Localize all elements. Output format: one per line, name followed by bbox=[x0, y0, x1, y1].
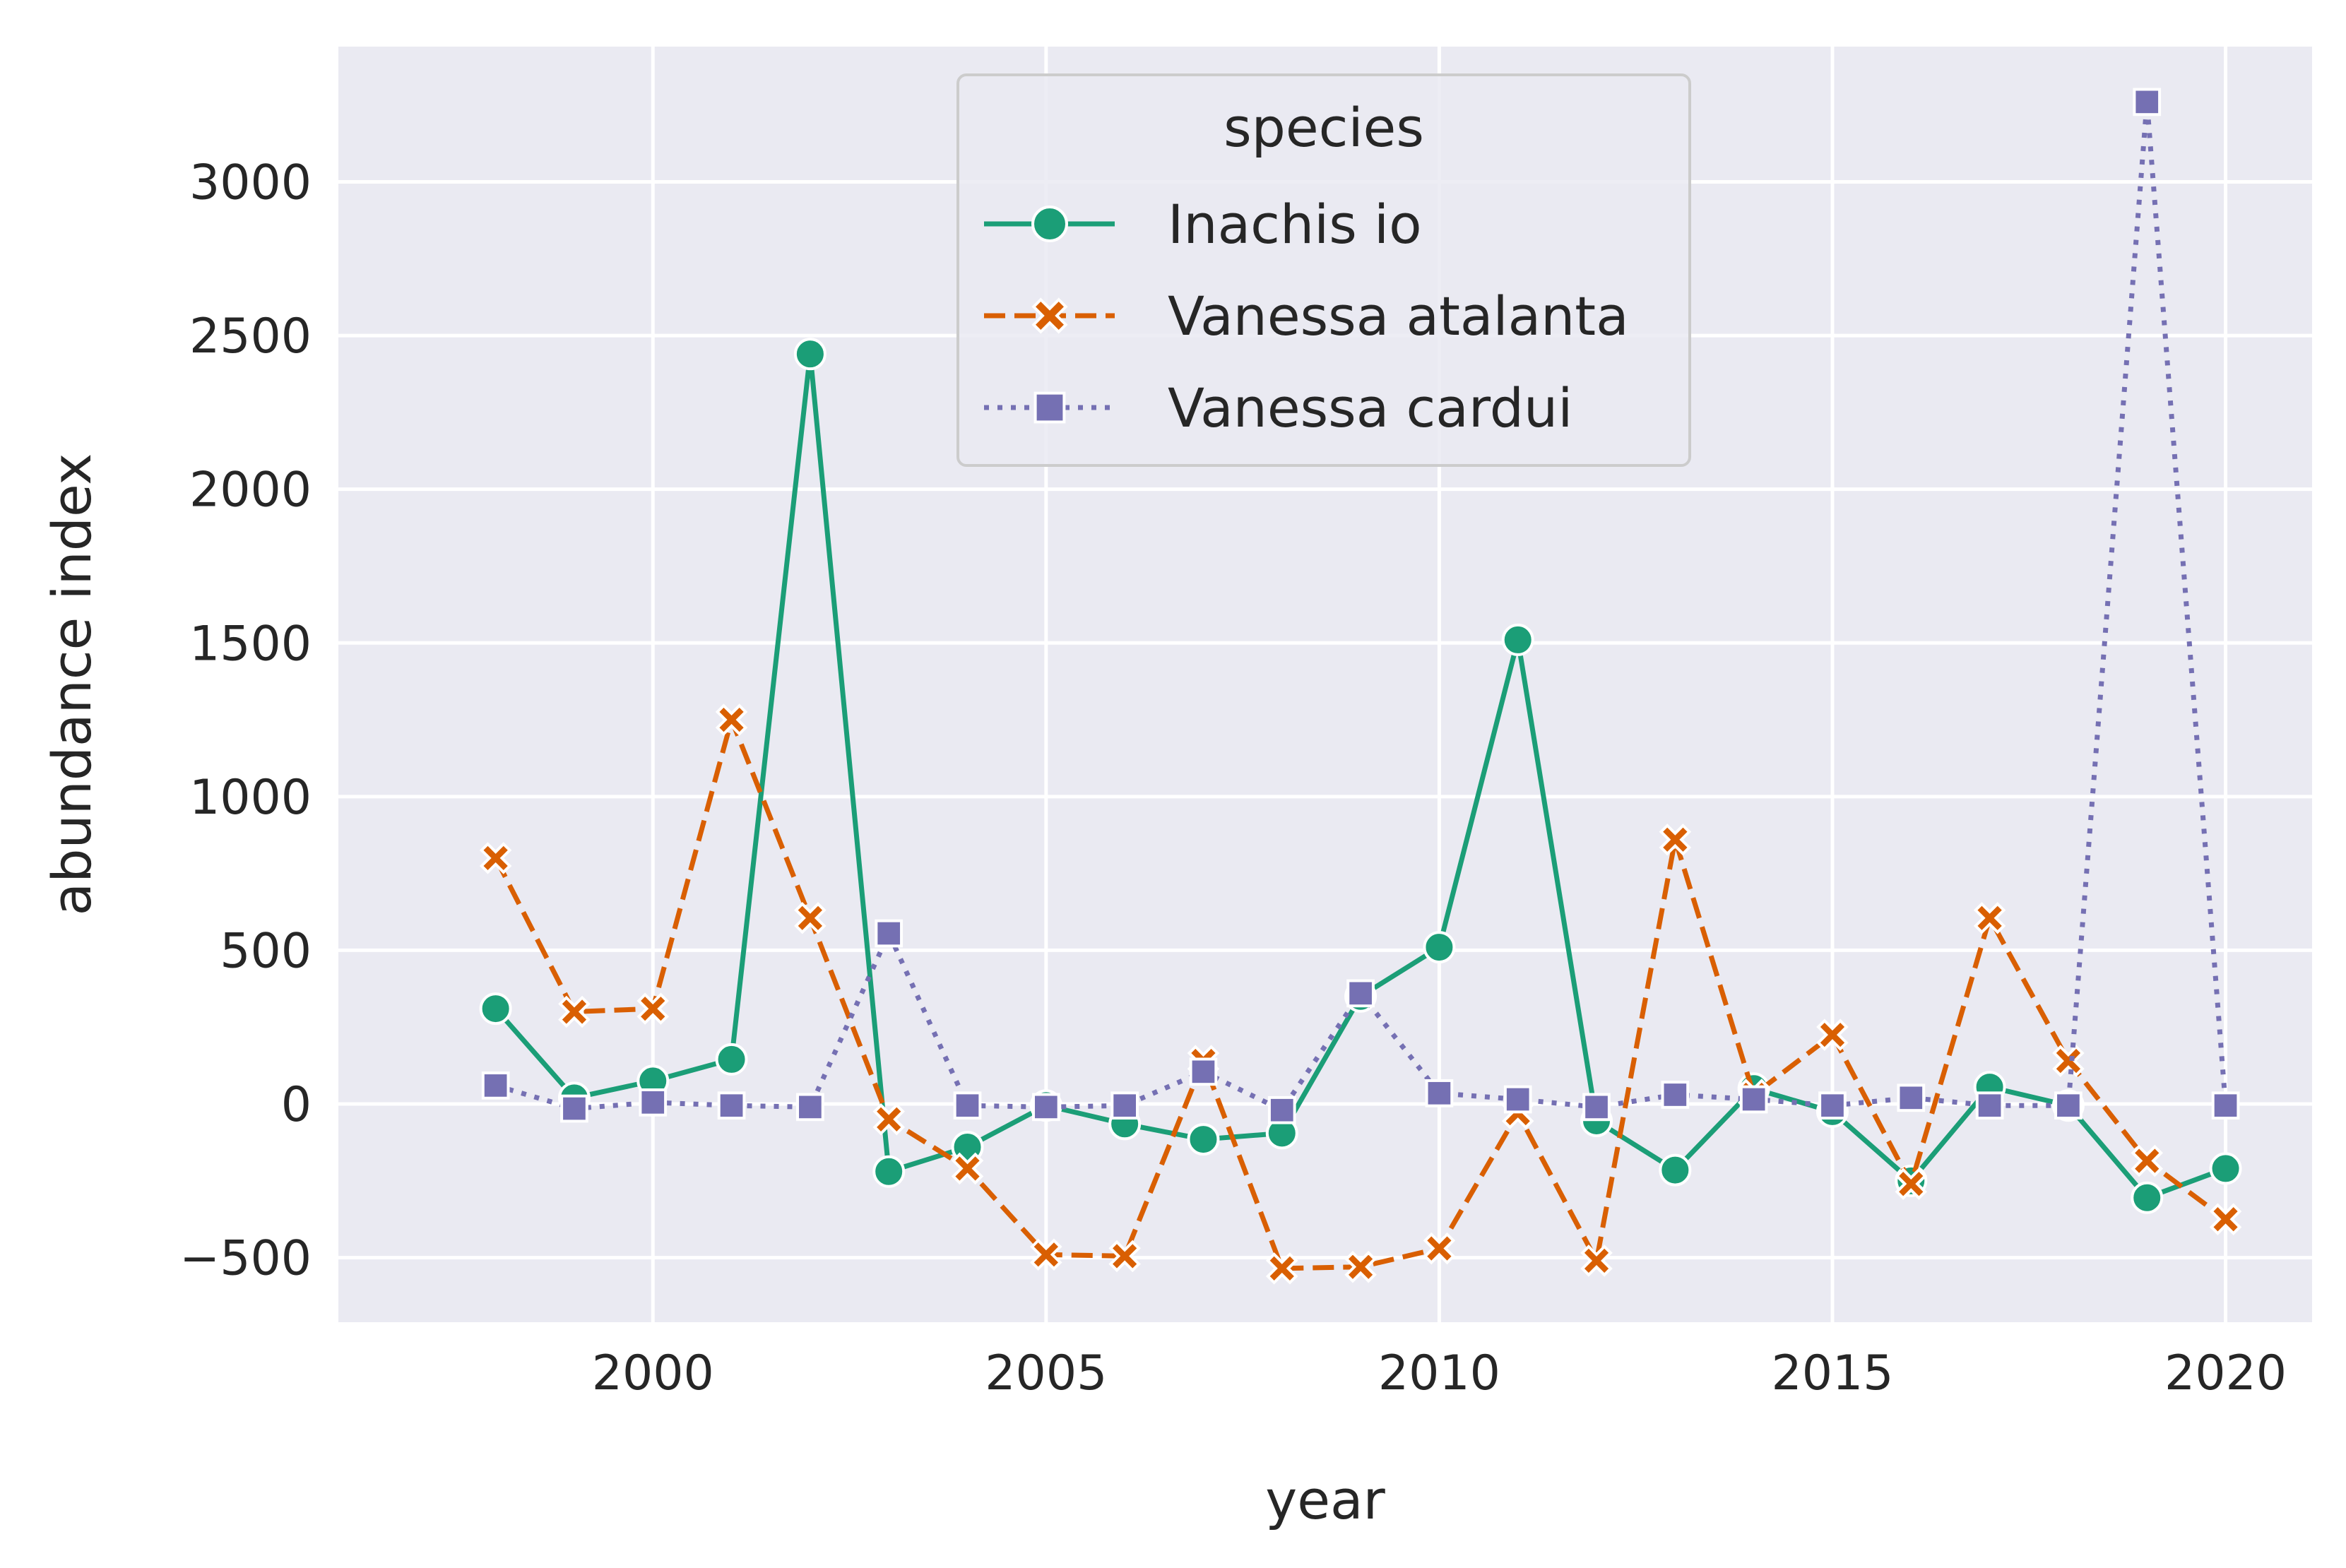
data-point bbox=[636, 992, 670, 1025]
y-axis-title: abundance index bbox=[40, 453, 103, 916]
data-point bbox=[1501, 623, 1534, 656]
x-tick-label: 2015 bbox=[1771, 1346, 1893, 1401]
y-tick-label: 500 bbox=[220, 923, 312, 979]
series-layer bbox=[479, 88, 2242, 1285]
data-point bbox=[560, 1094, 588, 1123]
data-point bbox=[1423, 931, 1456, 964]
data-point bbox=[1582, 1093, 1611, 1122]
data-point bbox=[1344, 1250, 1377, 1283]
data-point bbox=[875, 919, 904, 948]
data-point bbox=[793, 338, 827, 371]
data-point bbox=[2131, 1144, 2164, 1177]
legend-marker bbox=[1031, 297, 1068, 334]
legend-entry: Vanessa atalanta bbox=[984, 285, 1629, 348]
tick-labels: 2000 2005 2010 2015 2020 −500 0 500 1000 1500 2000… bbox=[179, 155, 2287, 1401]
data-point bbox=[1895, 1168, 1928, 1200]
legend-title: species bbox=[1224, 96, 1424, 159]
x-axis-title: year bbox=[1265, 1468, 1385, 1531]
data-point bbox=[794, 901, 827, 934]
y-tick-label: 2000 bbox=[189, 463, 312, 518]
data-point bbox=[951, 1152, 984, 1185]
data-point bbox=[2131, 1181, 2164, 1214]
data-point bbox=[1503, 1085, 1532, 1114]
x-tick-label: 2005 bbox=[985, 1346, 1107, 1401]
y-tick-label: 3000 bbox=[189, 155, 312, 210]
y-tick-label: 0 bbox=[281, 1077, 312, 1133]
y-tick-label: −500 bbox=[179, 1231, 312, 1287]
x-tick-label: 2000 bbox=[592, 1346, 714, 1401]
data-point bbox=[479, 842, 512, 874]
data-point bbox=[1187, 1123, 1220, 1156]
y-tick-label: 1500 bbox=[189, 616, 312, 672]
data-point bbox=[1425, 1079, 1454, 1107]
data-point bbox=[639, 1088, 668, 1117]
data-point bbox=[1818, 1091, 1847, 1120]
data-point bbox=[1031, 1093, 1060, 1122]
data-point bbox=[2209, 1152, 2242, 1185]
data-point bbox=[1267, 1095, 1296, 1124]
legend-marker bbox=[1033, 391, 1066, 424]
data-point bbox=[1816, 1018, 1849, 1051]
data-point bbox=[1030, 1238, 1062, 1271]
data-point bbox=[1897, 1083, 1926, 1112]
legend-marker bbox=[1031, 206, 1068, 242]
legend-label: Vanessa cardui bbox=[1168, 376, 1572, 439]
data-point bbox=[2133, 88, 2162, 117]
data-point bbox=[1423, 1232, 1456, 1265]
data-point bbox=[2209, 1203, 2242, 1235]
data-point bbox=[1975, 1091, 2004, 1120]
data-point bbox=[481, 1071, 510, 1100]
data-point bbox=[1580, 1245, 1613, 1277]
series-vanessa-cardui bbox=[481, 88, 2240, 1124]
data-point bbox=[872, 1103, 905, 1136]
data-point bbox=[1346, 979, 1375, 1008]
data-point bbox=[872, 1155, 906, 1188]
legend-entries: Inachis io Vanessa atalanta Vanessa cardui bbox=[984, 193, 1629, 439]
data-point bbox=[715, 703, 748, 736]
y-tick-label: 1000 bbox=[189, 770, 312, 826]
data-point bbox=[2052, 1045, 2085, 1077]
data-point bbox=[717, 1091, 746, 1120]
legend-box bbox=[956, 73, 1691, 467]
data-point bbox=[796, 1093, 824, 1122]
data-point bbox=[2211, 1091, 2240, 1120]
legend: species Inachis io Vanessa atalanta Vaness… bbox=[956, 73, 1691, 467]
data-point bbox=[558, 995, 591, 1028]
data-point bbox=[1110, 1091, 1139, 1120]
legend-entry: Vanessa cardui bbox=[984, 376, 1572, 439]
y-tick-label: 2500 bbox=[189, 309, 312, 364]
data-point bbox=[479, 992, 512, 1026]
legend-entry: Inachis io bbox=[984, 193, 1422, 256]
data-point bbox=[715, 1043, 748, 1076]
legend-label: Vanessa atalanta bbox=[1168, 285, 1629, 348]
legend-label: Inachis io bbox=[1168, 193, 1422, 256]
data-point bbox=[1661, 1081, 1690, 1109]
data-point bbox=[1108, 1240, 1141, 1273]
data-point bbox=[1659, 1153, 1692, 1187]
data-point bbox=[1659, 823, 1692, 856]
x-tick-label: 2020 bbox=[2164, 1346, 2287, 1401]
data-point bbox=[1189, 1057, 1218, 1086]
data-point bbox=[1739, 1085, 1768, 1114]
data-point bbox=[1973, 901, 2006, 934]
x-tick-label: 2010 bbox=[1378, 1346, 1500, 1401]
data-point bbox=[2054, 1091, 2083, 1120]
data-point bbox=[1265, 1252, 1298, 1285]
data-point bbox=[953, 1091, 982, 1120]
